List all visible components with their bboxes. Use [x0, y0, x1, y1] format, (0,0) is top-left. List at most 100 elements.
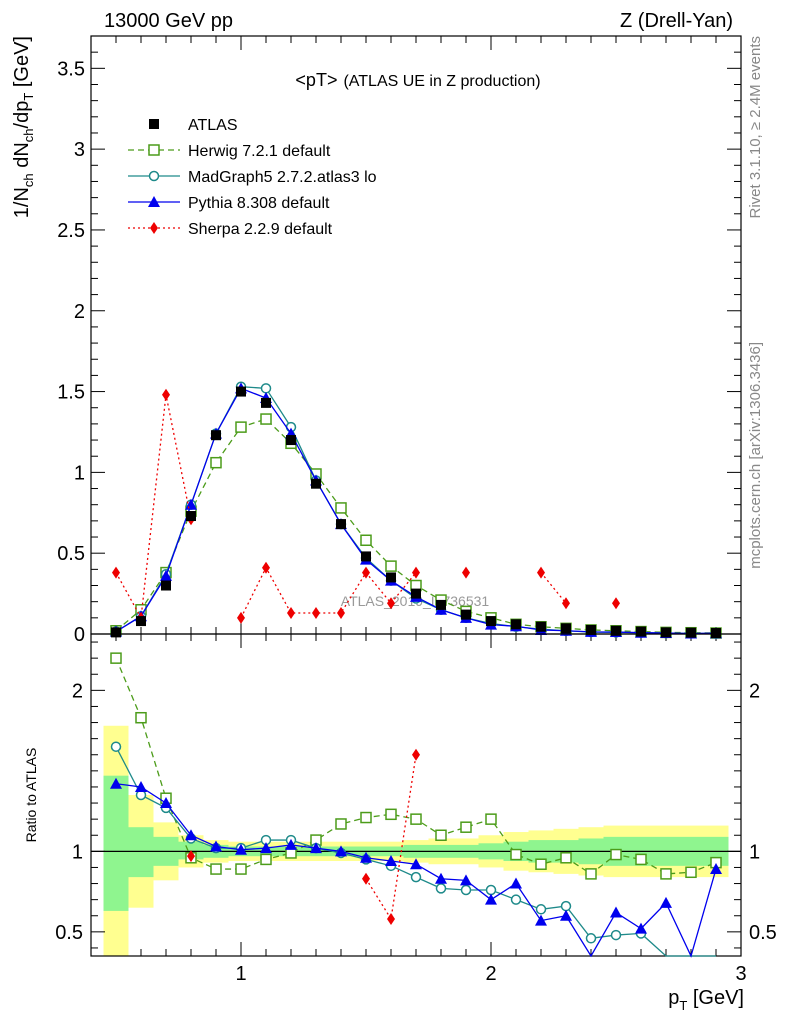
atlas-point [711, 628, 721, 639]
ratio-band-inner [128, 827, 154, 878]
ratio-y-tick-label-right: 2 [749, 680, 760, 702]
ratio-point [160, 797, 172, 809]
ratio-point [485, 893, 497, 905]
rivet-label: Rivet 3.1.10, ≥ 2.4M events [747, 36, 764, 219]
ratio-point [460, 884, 472, 896]
header-right: Z (Drell-Yan) [620, 10, 733, 32]
ratio-band-inner [103, 775, 129, 911]
atlas-point [336, 519, 346, 530]
legend-item: Sherpa 2.2.9 default [128, 221, 333, 238]
atlas-point [311, 478, 321, 489]
ratio-point [412, 748, 420, 761]
ratio-point [435, 883, 447, 894]
ratio-point [387, 912, 395, 925]
y-tick-label: 0.5 [57, 543, 85, 565]
series-point [260, 413, 272, 425]
ratio-point [585, 868, 597, 880]
ratio-point [510, 894, 522, 905]
legend-label: MadGraph5 2.7.2.atlas3 lo [188, 169, 377, 186]
ratio-point [535, 858, 547, 870]
ratio-point [335, 818, 347, 830]
y-tick-label: 1.5 [57, 382, 85, 404]
legend-item: Pythia 8.308 default [128, 195, 330, 212]
series-point [260, 383, 272, 394]
series-point [337, 606, 345, 619]
series-point [112, 566, 120, 579]
atlas-point [261, 397, 271, 408]
ratio-point [185, 829, 197, 841]
series-point [210, 456, 222, 469]
legend-marker [148, 170, 160, 182]
ratio-y-tick-label: 2 [72, 680, 83, 702]
atlas-point [561, 623, 571, 634]
ratio-point [360, 851, 372, 863]
ratio-point [460, 874, 472, 886]
atlas-point [486, 616, 496, 627]
legend-label: Sherpa 2.2.9 default [188, 221, 333, 238]
series-point [235, 421, 247, 433]
series-point [412, 566, 420, 579]
ratio-point [485, 884, 497, 896]
legend: ATLAS Herwig 7.2.1 default MadGraph5 2.7.2… [128, 117, 377, 238]
legend-item: ATLAS [149, 117, 238, 134]
y-tick-label: 2.5 [57, 220, 85, 242]
series-point [360, 534, 372, 547]
ratio-point [535, 904, 547, 915]
ratio-point [235, 863, 247, 875]
ratio-point [460, 821, 472, 833]
ratio-point [510, 848, 522, 861]
series-point [387, 597, 395, 610]
legend-label: ATLAS [188, 117, 238, 134]
ratio-point [435, 829, 447, 841]
atlas-point [411, 588, 421, 599]
ratio-point [535, 914, 547, 926]
atlas-point [286, 435, 296, 446]
y-axis-label: 1/Nch dNch/dpT [GeV] [11, 36, 36, 218]
mcplots-label: mcplots.cern.ch [arXiv:1306.3436] [747, 342, 764, 569]
atlas-point [611, 625, 621, 636]
atlas-point [511, 619, 521, 630]
atlas-point [361, 551, 371, 562]
ratio-point [187, 850, 195, 863]
ratio-y-axis-label: Ratio to ATLAS [23, 748, 39, 843]
ratio-point [560, 900, 572, 912]
atlas-point [111, 627, 121, 638]
ratio-panel: 1 2 30.5 0.51 12 2 [55, 633, 777, 985]
series-point [237, 611, 245, 624]
chart-title-sub: (ATLAS UE in Z production) [343, 73, 540, 90]
y-tick-label: 2 [74, 301, 85, 323]
atlas-point [636, 626, 646, 637]
ratio-point [410, 813, 422, 825]
ratio-point [310, 842, 322, 854]
main-panel: 00.511.522.533.5ATLAS_2019_I1736531 [57, 35, 742, 956]
series-point [562, 597, 570, 610]
atlas-point [136, 616, 146, 627]
series-point [162, 388, 170, 401]
y-tick-label: 1 [74, 462, 85, 484]
ratio-point [610, 906, 622, 918]
y-tick-label: 0 [74, 624, 85, 646]
ratio-point [110, 741, 122, 752]
ratio-point [585, 933, 597, 944]
ratio-point [510, 877, 522, 889]
atlas-point [586, 624, 596, 635]
legend-marker [150, 222, 158, 234]
legend-label: Herwig 7.2.1 default [188, 143, 331, 160]
ratio-point [710, 863, 722, 875]
chart-title-main: <pT> [295, 70, 337, 90]
ratio-point [485, 813, 497, 825]
ratio-point [210, 840, 222, 852]
atlas-point [436, 599, 446, 610]
x-tick-label: 1 [235, 963, 246, 985]
series-point [335, 502, 347, 514]
x-axis-label: pT [GeV] [668, 987, 744, 1013]
ratio-point [385, 808, 397, 821]
ratio-point [360, 811, 372, 824]
header-left: 13000 GeV pp [104, 10, 233, 32]
ratio-point [610, 848, 622, 861]
series-point [262, 561, 270, 574]
atlas-point [236, 386, 246, 397]
series-point [537, 566, 545, 579]
atlas-point [186, 511, 196, 522]
ratio-frame [90, 633, 742, 957]
